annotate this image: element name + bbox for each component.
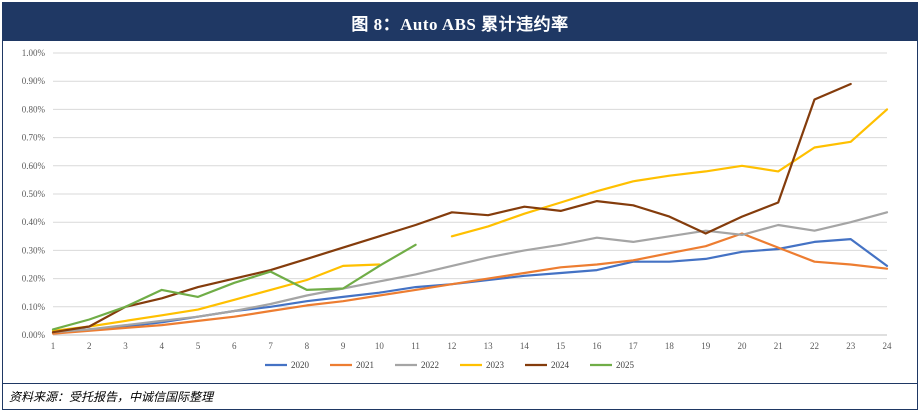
x-tick-label: 11 [411,341,420,351]
legend-label-2020: 2020 [291,360,310,370]
x-tick-label: 8 [305,341,310,351]
x-tick-label: 21 [774,341,783,351]
y-tick-label: 0.80% [22,104,46,114]
x-tick-label: 19 [701,341,711,351]
series-line-2022 [51,211,889,334]
x-tick-label: 20 [737,341,747,351]
x-tick-label: 18 [665,341,675,351]
y-tick-label: 0.90% [22,76,46,86]
x-tick-label: 12 [447,341,456,351]
x-tick-label: 23 [846,341,856,351]
y-tick-label: 0.30% [22,245,46,255]
x-tick-label: 7 [268,341,273,351]
figure-frame: 图 8：Auto ABS 累计违约率 0.00% 0.10% 0.20% 0.30% 0… [2,2,918,410]
series-line-2024 [51,82,852,334]
x-tick-label: 17 [629,341,639,351]
y-tick-label: 0.50% [22,189,46,199]
series-line-2021 [51,232,889,335]
y-tick-label: 0.10% [22,302,46,312]
x-tick-label: 10 [375,341,385,351]
x-tick-label: 13 [484,341,494,351]
x-tick-label: 24 [883,341,893,351]
x-tick-label: 22 [810,341,819,351]
series-line-2025 [51,243,417,331]
source-text: 资料来源：受托报告，中诚信国际整理 [9,390,214,404]
y-tick-label: 0.40% [22,217,46,227]
x-tick-label: 9 [341,341,346,351]
x-tick-label: 3 [123,341,128,351]
chart-area: 0.00% 0.10% 0.20% 0.30% 0.40% 0.50% 0.60% 0.70%… [3,43,917,383]
series-line-2023 [51,108,889,332]
line-chart: 0.00% 0.10% 0.20% 0.30% 0.40% 0.50% 0.60% 0.70%… [22,48,893,370]
legend-label-2022: 2022 [421,360,439,370]
x-tick-label: 5 [196,341,201,351]
figure-header: 图 8：Auto ABS 累计违约率 [3,3,917,41]
x-tick-label: 16 [592,341,602,351]
x-tick-label: 14 [520,341,530,351]
x-tick-label: 6 [232,341,237,351]
x-tick-label: 15 [556,341,566,351]
source-note: 资料来源：受托报告，中诚信国际整理 [3,383,917,409]
legend-label-2021: 2021 [356,360,374,370]
y-tick-label: 0.00% [22,330,46,340]
y-tick-label: 0.70% [22,133,46,143]
x-tick-label: 1 [51,341,56,351]
x-tick-label: 2 [87,341,92,351]
figure-title: 图 8：Auto ABS 累计违约率 [351,14,569,34]
legend-label-2025: 2025 [616,360,635,370]
legend-label-2023: 2023 [486,360,505,370]
x-tick-label: 4 [160,341,165,351]
y-tick-label: 0.60% [22,161,46,171]
y-tick-label: 0.20% [22,274,46,284]
y-tick-label: 1.00% [22,48,46,58]
legend-label-2024: 2024 [551,360,570,370]
